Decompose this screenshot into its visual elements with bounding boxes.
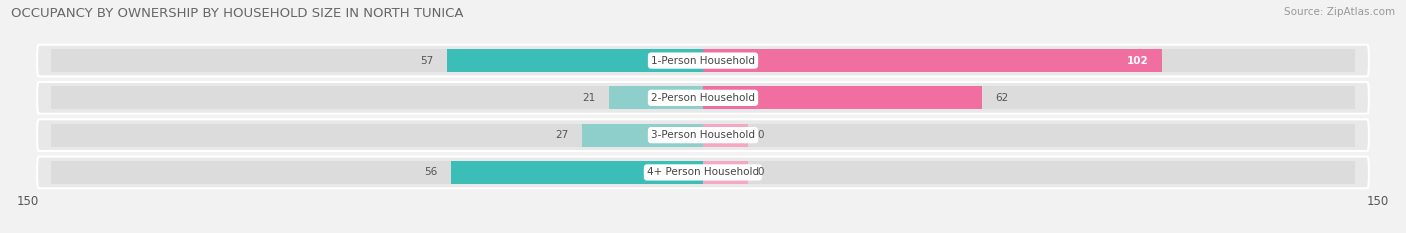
Bar: [703, 123, 1355, 147]
Bar: [609, 86, 703, 110]
Bar: [51, 161, 703, 184]
Text: 102: 102: [1126, 56, 1149, 65]
FancyBboxPatch shape: [37, 82, 1369, 114]
Bar: [703, 161, 748, 184]
Text: 62: 62: [995, 93, 1008, 103]
Text: 0: 0: [756, 168, 763, 177]
Text: 3-Person Household: 3-Person Household: [651, 130, 755, 140]
Text: 4+ Person Household: 4+ Person Household: [647, 168, 759, 177]
Text: OCCUPANCY BY OWNERSHIP BY HOUSEHOLD SIZE IN NORTH TUNICA: OCCUPANCY BY OWNERSHIP BY HOUSEHOLD SIZE…: [11, 7, 464, 20]
Text: 2-Person Household: 2-Person Household: [651, 93, 755, 103]
Text: 0: 0: [756, 130, 763, 140]
Bar: [51, 123, 703, 147]
Bar: [703, 49, 1161, 72]
FancyBboxPatch shape: [37, 45, 1369, 76]
Bar: [703, 49, 1355, 72]
Bar: [582, 123, 703, 147]
Text: 56: 56: [425, 168, 437, 177]
Text: 1-Person Household: 1-Person Household: [651, 56, 755, 65]
Bar: [703, 86, 1355, 110]
Bar: [703, 86, 981, 110]
FancyBboxPatch shape: [37, 157, 1369, 188]
Bar: [703, 161, 1355, 184]
Bar: [703, 123, 748, 147]
Text: Source: ZipAtlas.com: Source: ZipAtlas.com: [1284, 7, 1395, 17]
Text: 21: 21: [582, 93, 595, 103]
Bar: [51, 86, 703, 110]
FancyBboxPatch shape: [37, 119, 1369, 151]
Text: 27: 27: [555, 130, 568, 140]
Bar: [447, 49, 703, 72]
Text: 57: 57: [420, 56, 433, 65]
Bar: [51, 49, 703, 72]
Bar: [451, 161, 703, 184]
